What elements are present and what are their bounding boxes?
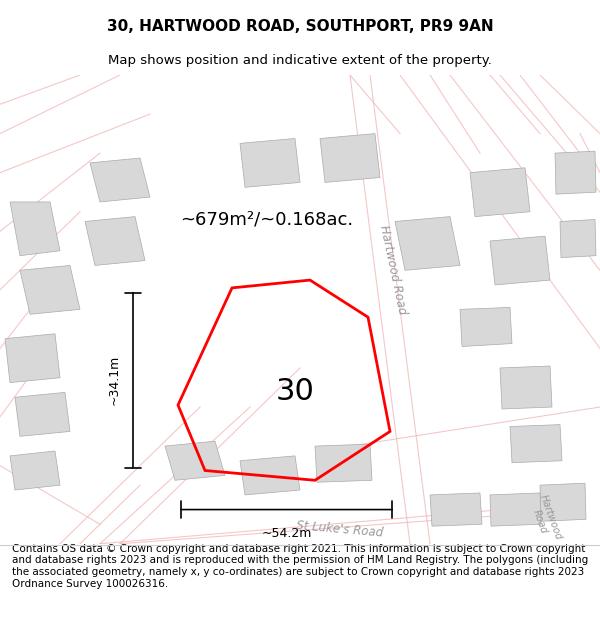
Polygon shape [165,441,225,480]
Text: Hartwood
Road: Hartwood Road [527,493,563,546]
Polygon shape [240,139,300,188]
Polygon shape [85,217,145,266]
Polygon shape [540,483,586,521]
Polygon shape [15,392,70,436]
Text: Map shows position and indicative extent of the property.: Map shows position and indicative extent… [108,54,492,67]
Polygon shape [490,493,541,526]
Text: ~34.1m: ~34.1m [108,355,121,405]
Polygon shape [470,168,530,217]
Polygon shape [500,366,552,409]
Text: 30, HARTWOOD ROAD, SOUTHPORT, PR9 9AN: 30, HARTWOOD ROAD, SOUTHPORT, PR9 9AN [107,19,493,34]
Polygon shape [560,219,596,258]
Polygon shape [510,424,562,462]
Text: St Luke's Road: St Luke's Road [296,519,384,539]
Polygon shape [460,308,512,346]
Polygon shape [90,158,150,202]
Text: Hartwood Road: Hartwood Road [377,224,409,316]
Polygon shape [10,451,60,490]
Polygon shape [5,334,60,382]
Text: ~679m²/~0.168ac.: ~679m²/~0.168ac. [180,211,353,229]
Polygon shape [490,236,550,285]
Polygon shape [20,266,80,314]
Polygon shape [315,444,372,483]
Polygon shape [555,151,596,194]
Polygon shape [240,456,300,495]
Polygon shape [10,202,60,256]
Text: 30: 30 [276,377,315,406]
Text: ~54.2m: ~54.2m [262,527,311,540]
Text: Contains OS data © Crown copyright and database right 2021. This information is : Contains OS data © Crown copyright and d… [12,544,588,589]
Polygon shape [430,493,482,526]
Polygon shape [320,134,380,182]
Polygon shape [395,217,460,270]
